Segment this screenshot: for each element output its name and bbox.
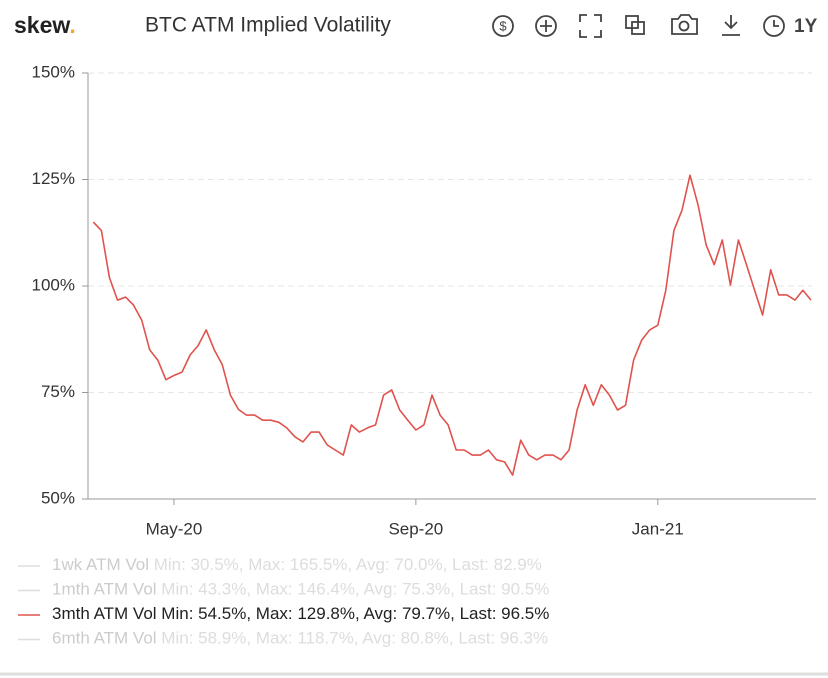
legend-item[interactable]: 1mth ATM Vol Min: 43.3%, Max: 146.4%, Av… [18, 580, 549, 599]
y-tick-label: 100% [32, 275, 75, 294]
x-tick-label: Jan-21 [632, 519, 684, 538]
icon-square [631, 21, 645, 35]
y-tick-label: 150% [32, 62, 75, 81]
y-tick-label: 125% [32, 169, 75, 188]
snapshot-button[interactable] [671, 14, 698, 35]
legend-item[interactable]: 1wk ATM Vol Min: 30.5%, Max: 165.5%, Avg… [18, 555, 542, 574]
range-button[interactable]: 1Y [763, 15, 818, 37]
y-tick-label: 75% [41, 382, 75, 401]
legend-stats: Min: 43.3%, Max: 146.4%, Avg: 75.3%, Las… [161, 580, 549, 599]
legend-stats: Min: 58.9%, Max: 118.7%, Avg: 80.8%, Las… [161, 629, 548, 648]
icon-circle [492, 15, 514, 37]
legend-text: 6mth ATM Vol Min: 58.9%, Max: 118.7%, Av… [52, 629, 548, 648]
plus-icon [540, 20, 552, 32]
legend-name: 3mth ATM Vol [52, 604, 157, 623]
download-button[interactable] [722, 15, 740, 36]
legend-name: 1wk ATM Vol [52, 555, 149, 574]
add-button[interactable] [535, 15, 557, 37]
legend-stats: Min: 30.5%, Max: 165.5%, Avg: 70.0%, Las… [154, 555, 542, 574]
legend-item[interactable]: 3mth ATM Vol Min: 54.5%, Max: 129.8%, Av… [18, 604, 549, 623]
legend-stats: Min: 54.5%, Max: 129.8%, Avg: 79.7%, Las… [161, 604, 549, 623]
series-line [92, 174, 812, 476]
x-tick-label: May-20 [146, 519, 203, 538]
legend-text: 1wk ATM Vol Min: 30.5%, Max: 165.5%, Avg… [52, 555, 542, 574]
fullscreen-button[interactable] [579, 14, 602, 38]
x-tick-label: Sep-20 [388, 519, 443, 538]
legend-text: 3mth ATM Vol Min: 54.5%, Max: 129.8%, Av… [52, 604, 549, 623]
camera-icon [671, 14, 698, 35]
y-tick-label: 50% [41, 488, 75, 507]
currency-button[interactable]: $ [492, 15, 514, 37]
clock-icon [763, 15, 785, 37]
logo-dot: . [69, 12, 75, 38]
logo: skew. [14, 12, 76, 38]
legend-name: 6mth ATM Vol [52, 629, 157, 648]
legend-text: 1mth ATM Vol Min: 43.3%, Max: 146.4%, Av… [52, 580, 549, 599]
currency-icon: $ [499, 18, 507, 33]
clock-hands [773, 20, 779, 27]
chart-title: BTC ATM Implied Volatility [145, 14, 391, 37]
legend-name: 1mth ATM Vol [52, 580, 157, 599]
camera-lens [678, 20, 690, 32]
compare-button[interactable] [625, 15, 645, 35]
icon-circle [535, 15, 557, 37]
toolbar: $ 1Y [492, 14, 818, 38]
logo-text: skew [14, 12, 70, 38]
legend-item[interactable]: 6mth ATM Vol Min: 58.9%, Max: 118.7%, Av… [18, 629, 548, 648]
range-label: 1Y [794, 16, 818, 37]
